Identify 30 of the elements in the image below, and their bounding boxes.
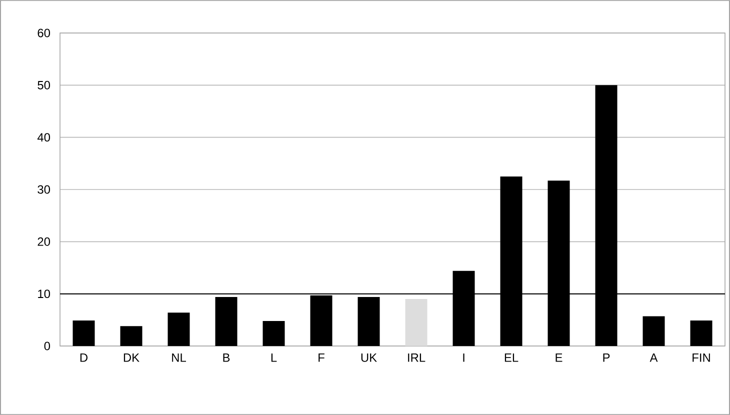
bar xyxy=(120,326,142,346)
y-tick-label: 30 xyxy=(38,185,50,194)
bar xyxy=(215,296,238,346)
bar xyxy=(690,320,712,346)
x-tick-label: A xyxy=(650,354,658,362)
x-tick-label: P xyxy=(603,354,610,362)
y-tick-label: 10 xyxy=(38,290,50,298)
bar xyxy=(72,320,95,346)
x-tick-label: UK xyxy=(361,354,377,362)
y-tick-label: 40 xyxy=(37,133,50,142)
x-tick-label: DK xyxy=(124,354,140,362)
y-tick-label: 60 xyxy=(38,28,50,38)
x-tick-label: FIN xyxy=(692,354,710,362)
x-tick-label: L xyxy=(271,354,277,362)
x-tick-label: F xyxy=(318,354,324,362)
y-tick-label: 20 xyxy=(38,237,50,246)
y-tick-label: 50 xyxy=(38,80,50,90)
x-tick-label: D xyxy=(80,354,88,362)
y-tick-label: 0 xyxy=(44,342,50,350)
x-tick-label: B xyxy=(223,354,230,362)
bar xyxy=(358,296,380,346)
x-tick-label: IRL xyxy=(408,354,426,362)
x-tick-label: EL xyxy=(504,354,518,362)
bar xyxy=(405,299,428,346)
bar xyxy=(642,316,665,346)
x-tick-label: I xyxy=(463,354,464,362)
x-tick-label: E xyxy=(556,354,562,362)
x-tick-label: NL xyxy=(172,354,186,362)
bar xyxy=(262,320,285,346)
bar xyxy=(168,312,190,346)
